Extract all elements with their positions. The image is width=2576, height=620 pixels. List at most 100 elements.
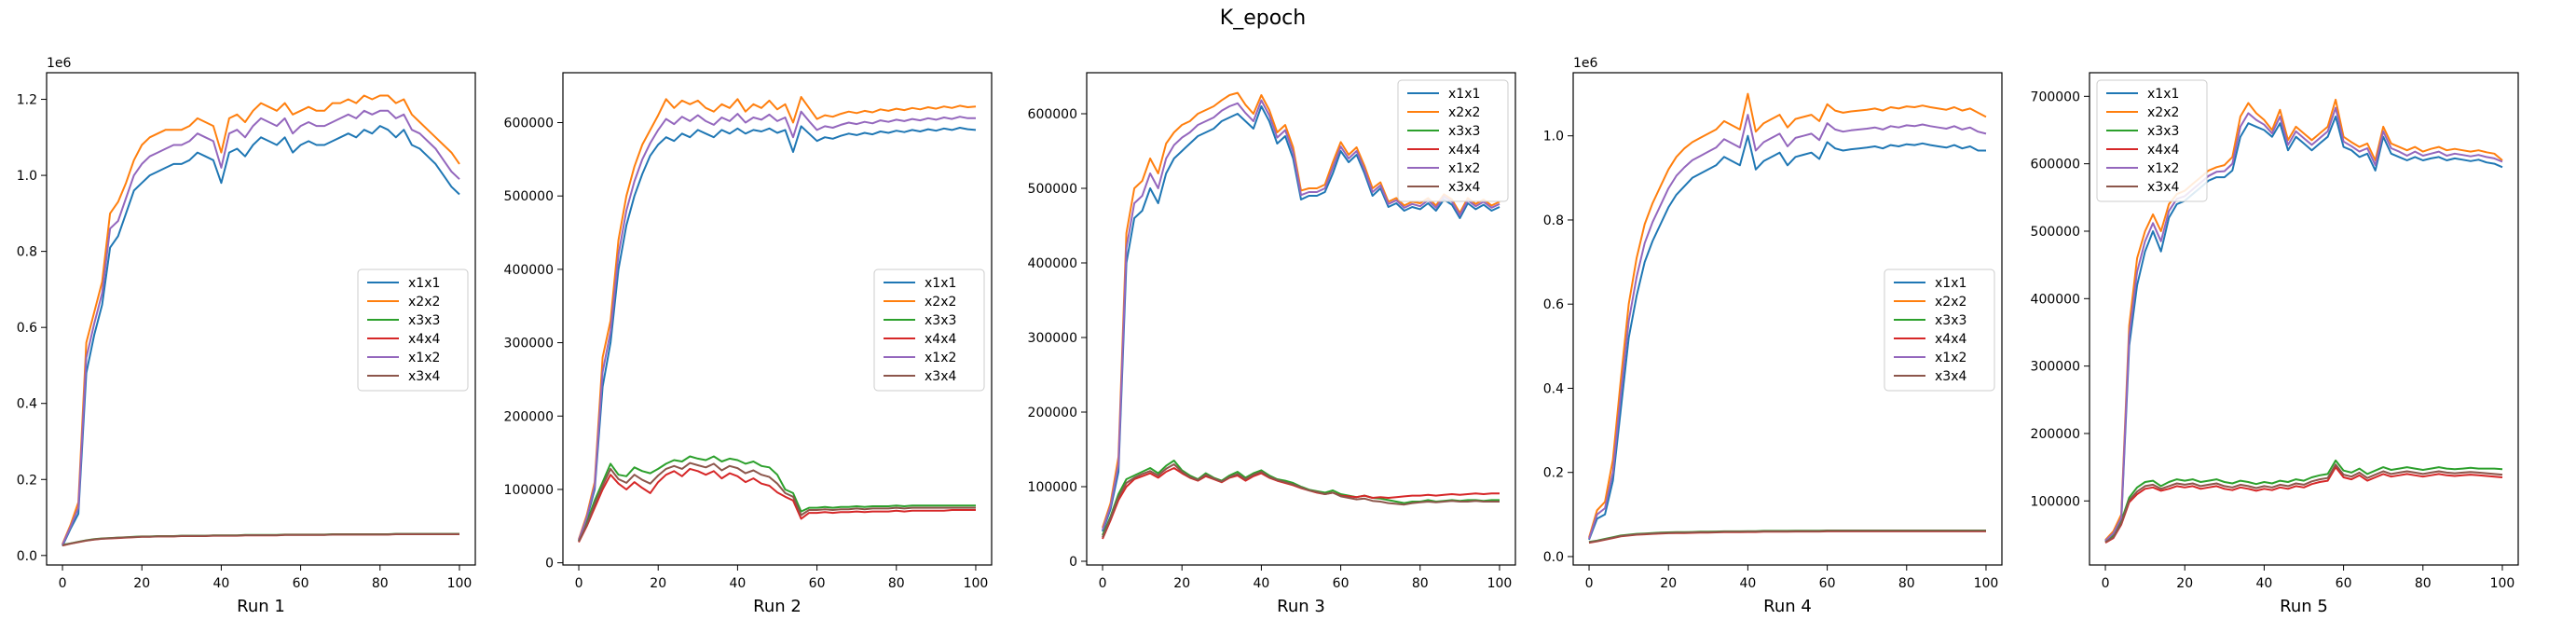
x-tick-label: 0 xyxy=(1585,576,1594,591)
legend-box xyxy=(357,269,469,392)
y-tick-label: 0.6 xyxy=(17,321,37,336)
x-tick-label: 100 xyxy=(964,576,989,591)
legend-label-x2x2: x2x2 xyxy=(925,295,956,310)
series-line-x1x1 xyxy=(1102,105,1500,532)
y-tick-label: 0.4 xyxy=(17,397,37,412)
series-line-x1x1 xyxy=(2104,116,2503,543)
x-tick-label: 20 xyxy=(1660,576,1677,591)
y-tick-label: 500000 xyxy=(1028,182,1077,197)
x-tick-label: 20 xyxy=(2176,576,2193,591)
x-tick-label: 80 xyxy=(888,576,905,591)
y-tick-label: 0.2 xyxy=(17,473,37,488)
legend-label-x4x4: x4x4 xyxy=(408,332,440,347)
y-tick-label: 300000 xyxy=(2031,360,2080,375)
axes-frame xyxy=(2089,72,2519,566)
chart-panel-5: 0 20 40 60 80 100 100000 200000 300000 400000 5000… xyxy=(2031,72,2519,616)
y-tick-label: 500000 xyxy=(2031,225,2080,240)
x-tick-label: 0 xyxy=(2102,576,2110,591)
axes-frame xyxy=(1086,72,1516,566)
chart-panel-2: 0 20 40 60 80 100 0 100000 200000 300000 400000 500… xyxy=(504,72,993,616)
y-tick-label: 0.2 xyxy=(1543,466,1564,481)
x-tick-label: 100 xyxy=(2490,576,2515,591)
series-line-x2x2 xyxy=(578,96,977,540)
legend-label-x1x1: x1x1 xyxy=(925,276,956,291)
y-tick-label: 100000 xyxy=(2031,494,2080,509)
legend-label-x2x2: x2x2 xyxy=(408,295,440,310)
y-tick-label: 200000 xyxy=(2031,427,2080,442)
series-line-x3x3 xyxy=(2104,459,2503,543)
y-tick-label: 600000 xyxy=(1028,107,1077,122)
legend-label-x1x1: x1x1 xyxy=(408,276,440,291)
legend-label-x1x2: x1x2 xyxy=(1935,351,1966,365)
x-tick-label: 40 xyxy=(1739,576,1756,591)
y-tick-label: 0.0 xyxy=(17,549,37,564)
legend-label-x1x2: x1x2 xyxy=(1448,161,1480,176)
chart-panel-3: 0 20 40 60 80 100 0 100000 200000 300000 400000 500… xyxy=(1028,72,1516,616)
y-tick-label: 0.8 xyxy=(1543,214,1564,228)
x-tick-label: 20 xyxy=(1173,576,1190,591)
series-line-x3x3 xyxy=(578,455,976,542)
series-line-x3x4 xyxy=(578,462,976,543)
x-tick-label: 60 xyxy=(293,576,309,591)
legend-label-x1x2: x1x2 xyxy=(2147,161,2179,176)
legend-label-x3x4: x3x4 xyxy=(408,369,440,384)
x-axis-label: Run 3 xyxy=(1277,597,1325,616)
x-tick-label: 40 xyxy=(729,576,746,591)
legend: x1x1 x2x2 x3x3 x4x4 x1x2 x3x4 xyxy=(2096,79,2208,202)
y-tick-label: 0.6 xyxy=(1543,297,1564,312)
figure-title: K_epoch xyxy=(1220,7,1306,30)
legend: x1x1 x2x2 x3x3 x4x4 x1x2 x3x4 xyxy=(1397,79,1509,202)
y-offset-text: 1e6 xyxy=(47,56,72,71)
y-tick-label: 0.4 xyxy=(1543,381,1564,396)
x-tick-label: 100 xyxy=(1974,576,1999,591)
x-tick-label: 80 xyxy=(1898,576,1915,591)
series-line-x1x2 xyxy=(1102,99,1500,530)
x-axis-label: Run 2 xyxy=(753,597,802,616)
x-tick-label: 40 xyxy=(2255,576,2272,591)
series-line-x1x2 xyxy=(1588,114,1987,540)
x-tick-label: 100 xyxy=(447,576,473,591)
series-line-x3x4 xyxy=(1588,530,1986,544)
legend-label-x1x1: x1x1 xyxy=(2147,87,2179,102)
y-tick-label: 1.2 xyxy=(17,93,37,108)
axes-frame xyxy=(1572,72,2003,566)
series-line-x1x1 xyxy=(578,125,977,542)
series-line-x3x4 xyxy=(2104,463,2503,544)
y-tick-label: 100000 xyxy=(504,483,554,498)
series-line-x2x2 xyxy=(62,94,460,544)
y-tick-label: 0 xyxy=(545,557,554,572)
legend-label-x3x3: x3x3 xyxy=(925,313,956,328)
legend-label-x4x4: x4x4 xyxy=(1448,143,1480,158)
legend-label-x3x4: x3x4 xyxy=(1448,180,1480,195)
x-tick-label: 40 xyxy=(212,576,229,591)
series-line-x1x2 xyxy=(2104,106,2503,542)
series-line-x4x4 xyxy=(578,467,976,544)
legend-label-x1x1: x1x1 xyxy=(1935,276,1966,291)
series-line-x1x1 xyxy=(1588,134,1986,541)
y-tick-label: 400000 xyxy=(504,263,554,278)
legend-label-x1x2: x1x2 xyxy=(408,351,440,365)
x-tick-label: 0 xyxy=(59,576,67,591)
y-tick-label: 0.0 xyxy=(1543,550,1564,565)
legend: x1x1 x2x2 x3x3 x4x4 x1x2 x3x4 xyxy=(357,269,469,392)
legend-label-x3x4: x3x4 xyxy=(925,369,956,384)
series-line-x3x4 xyxy=(1102,463,1500,538)
x-tick-label: 60 xyxy=(2336,576,2352,591)
y-tick-label: 200000 xyxy=(1028,406,1077,420)
y-tick-label: 300000 xyxy=(1028,331,1077,346)
x-tick-label: 80 xyxy=(1412,576,1429,591)
series-line-x2x2 xyxy=(1588,92,1987,538)
y-tick-label: 100000 xyxy=(1028,480,1077,495)
y-tick-label: 400000 xyxy=(2031,292,2080,307)
legend-box xyxy=(2096,79,2208,202)
y-tick-label: 600000 xyxy=(504,117,554,131)
series-line-x1x1 xyxy=(62,125,460,547)
series-line-x1x2 xyxy=(62,109,460,545)
x-tick-label: 0 xyxy=(575,576,583,591)
axes-frame xyxy=(562,72,993,566)
series-line-x4x4 xyxy=(2104,466,2503,544)
y-tick-label: 1.0 xyxy=(17,169,37,184)
legend-label-x4x4: x4x4 xyxy=(2147,143,2179,158)
legend-box xyxy=(1397,79,1509,202)
